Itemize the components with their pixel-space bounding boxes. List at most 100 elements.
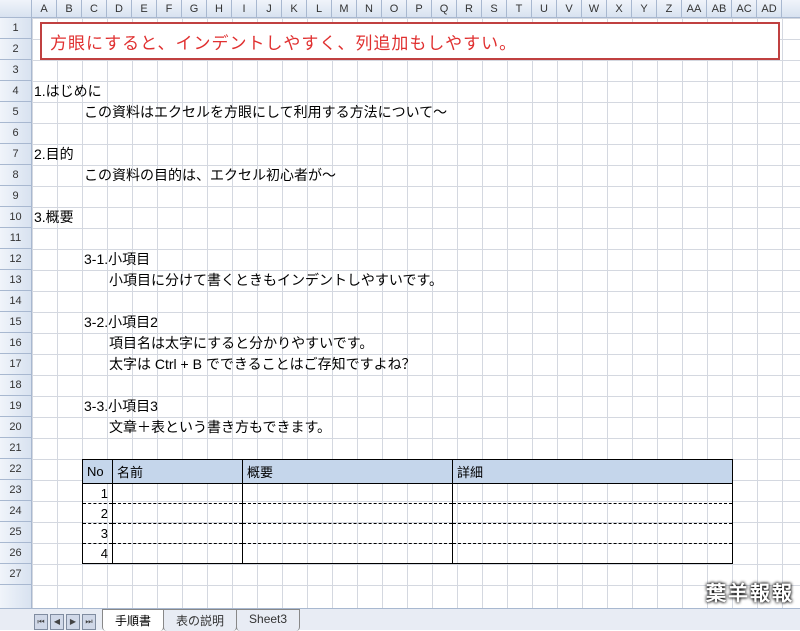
table-cell <box>113 504 243 524</box>
row-header-24[interactable]: 24 <box>0 501 31 522</box>
cell-text-r15: 3-2.小項目2 <box>84 312 158 333</box>
row-header-10[interactable]: 10 <box>0 207 31 228</box>
table-cell <box>113 544 243 564</box>
col-header-F[interactable]: F <box>157 0 182 18</box>
col-header-A[interactable]: A <box>32 0 57 18</box>
tab-nav: ⏮ ◀ ▶ ⏭ <box>34 614 96 630</box>
col-header-D[interactable]: D <box>107 0 132 18</box>
row-header-22[interactable]: 22 <box>0 459 31 480</box>
sheet-tab-0[interactable]: 手順書 <box>102 609 164 631</box>
row-header-6[interactable]: 6 <box>0 123 31 144</box>
table-cell <box>453 544 733 564</box>
col-header-W[interactable]: W <box>582 0 607 18</box>
table-cell <box>113 484 243 504</box>
tab-nav-prev[interactable]: ◀ <box>50 614 64 630</box>
cell-text-r8: この資料の目的は、エクセル初心者が～ <box>84 165 336 186</box>
col-header-O[interactable]: O <box>382 0 407 18</box>
row-header-15[interactable]: 15 <box>0 312 31 333</box>
cell-text-r16: 項目名は太字にすると分かりやすいです。 <box>109 333 373 354</box>
cell-text-r10: 3.概要 <box>34 207 74 228</box>
col-header-N[interactable]: N <box>357 0 382 18</box>
table-cell <box>453 524 733 544</box>
grid-area[interactable]: 方眼にすると、インデントしやすく、列追加もしやすい。 No名前概要詳細1234 … <box>32 18 800 608</box>
col-header-E[interactable]: E <box>132 0 157 18</box>
table-row: 1 <box>83 484 733 504</box>
col-header-Z[interactable]: Z <box>657 0 682 18</box>
row-header-20[interactable]: 20 <box>0 417 31 438</box>
col-header-H[interactable]: H <box>207 0 232 18</box>
row-header-26[interactable]: 26 <box>0 543 31 564</box>
col-header-J[interactable]: J <box>257 0 282 18</box>
callout-box: 方眼にすると、インデントしやすく、列追加もしやすい。 <box>40 22 780 60</box>
col-header-I[interactable]: I <box>232 0 257 18</box>
table-cell <box>453 484 733 504</box>
row-header-17[interactable]: 17 <box>0 354 31 375</box>
row-header-25[interactable]: 25 <box>0 522 31 543</box>
row-header-11[interactable]: 11 <box>0 228 31 249</box>
cell-text-r7: 2.目的 <box>34 144 74 165</box>
cell-text-r20: 文章＋表という書き方もできます。 <box>109 417 331 438</box>
row-header-13[interactable]: 13 <box>0 270 31 291</box>
col-header-T[interactable]: T <box>507 0 532 18</box>
table-row: 4 <box>83 544 733 564</box>
cell-text-r4: 1.はじめに <box>34 81 102 102</box>
row-header-16[interactable]: 16 <box>0 333 31 354</box>
col-header-M[interactable]: M <box>332 0 357 18</box>
table-cell: 2 <box>83 504 113 524</box>
table-cell: 3 <box>83 524 113 544</box>
col-header-AB[interactable]: AB <box>707 0 732 18</box>
table-header-No: No <box>83 460 113 484</box>
col-header-R[interactable]: R <box>457 0 482 18</box>
cell-text-r17: 太字は Ctrl + B でできることはご存知ですよね？ <box>109 354 416 375</box>
row-header-7[interactable]: 7 <box>0 144 31 165</box>
table-row: 3 <box>83 524 733 544</box>
col-header-U[interactable]: U <box>532 0 557 18</box>
table-header-名前: 名前 <box>113 460 243 484</box>
row-header-12[interactable]: 12 <box>0 249 31 270</box>
col-header-L[interactable]: L <box>307 0 332 18</box>
row-header-4[interactable]: 4 <box>0 81 31 102</box>
table-cell <box>453 504 733 524</box>
row-header-21[interactable]: 21 <box>0 438 31 459</box>
row-header-8[interactable]: 8 <box>0 165 31 186</box>
row-header-23[interactable]: 23 <box>0 480 31 501</box>
col-header-AD[interactable]: AD <box>757 0 782 18</box>
col-header-C[interactable]: C <box>82 0 107 18</box>
row-header-14[interactable]: 14 <box>0 291 31 312</box>
table-header-概要: 概要 <box>243 460 453 484</box>
col-header-V[interactable]: V <box>557 0 582 18</box>
table-header-詳細: 詳細 <box>453 460 733 484</box>
tab-nav-last[interactable]: ⏭ <box>82 614 96 630</box>
col-header-Y[interactable]: Y <box>632 0 657 18</box>
col-header-X[interactable]: X <box>607 0 632 18</box>
col-header-G[interactable]: G <box>182 0 207 18</box>
row-header-27[interactable]: 27 <box>0 564 31 585</box>
col-header-B[interactable]: B <box>57 0 82 18</box>
col-header-K[interactable]: K <box>282 0 307 18</box>
tab-nav-next[interactable]: ▶ <box>66 614 80 630</box>
row-headers: 1234567891011121314151617181920212223242… <box>0 18 32 608</box>
col-header-S[interactable]: S <box>482 0 507 18</box>
cell-text-r13: 小項目に分けて書くときもインデントしやすいです。 <box>109 270 443 291</box>
tab-nav-first[interactable]: ⏮ <box>34 614 48 630</box>
col-header-AC[interactable]: AC <box>732 0 757 18</box>
row-header-3[interactable]: 3 <box>0 60 31 81</box>
row-header-2[interactable]: 2 <box>0 39 31 60</box>
col-header-Q[interactable]: Q <box>432 0 457 18</box>
select-all-corner[interactable] <box>0 0 32 18</box>
table-cell <box>113 524 243 544</box>
row-header-5[interactable]: 5 <box>0 102 31 123</box>
row-header-19[interactable]: 19 <box>0 396 31 417</box>
table-cell: 4 <box>83 544 113 564</box>
column-headers: ABCDEFGHIJKLMNOPQRSTUVWXYZAAABACAD <box>0 0 800 18</box>
watermark: 葉羊報報 <box>706 577 794 606</box>
cell-text-r5: この資料はエクセルを方眼にして利用する方法について～ <box>84 102 447 123</box>
row-header-9[interactable]: 9 <box>0 186 31 207</box>
callout-text: 方眼にすると、インデントしやすく、列追加もしやすい。 <box>50 29 517 54</box>
col-header-P[interactable]: P <box>407 0 432 18</box>
col-header-AA[interactable]: AA <box>682 0 707 18</box>
row-header-18[interactable]: 18 <box>0 375 31 396</box>
sheet-tab-1[interactable]: 表の説明 <box>163 609 237 631</box>
row-header-1[interactable]: 1 <box>0 18 31 39</box>
sheet-tab-2[interactable]: Sheet3 <box>236 609 300 631</box>
